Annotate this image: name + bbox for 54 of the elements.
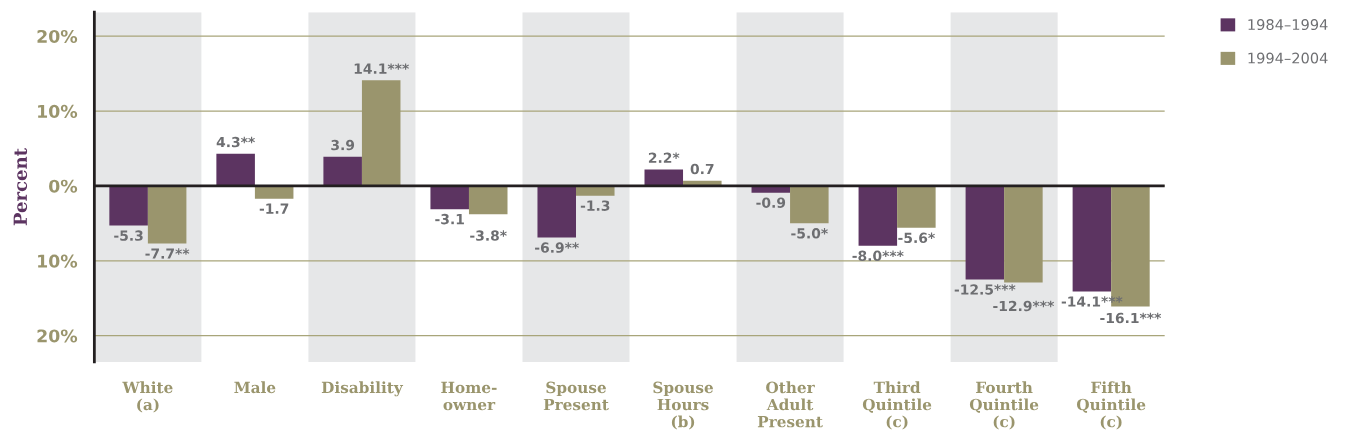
bar — [109, 185, 148, 226]
bar — [1004, 185, 1043, 283]
bar — [216, 153, 255, 186]
bar — [468, 185, 508, 215]
legend-label: 1994–2004 — [1248, 52, 1328, 64]
bar — [254, 185, 294, 199]
bar — [790, 185, 829, 224]
bar — [897, 185, 936, 228]
data-label: -8.0*** — [852, 250, 904, 262]
data-label: 0.7 — [690, 163, 714, 175]
bar — [430, 185, 469, 210]
data-label: -0.9 — [756, 197, 786, 208]
y-axis-title: Percent — [13, 148, 28, 226]
bar — [323, 156, 362, 186]
x-tick-label: Disability — [321, 381, 404, 397]
y-tick-label: 10% — [38, 104, 78, 118]
data-label: -7.7** — [145, 248, 190, 259]
x-tick-label: Male — [234, 381, 276, 394]
data-label: -12.9*** — [993, 300, 1055, 312]
data-label: -3.8* — [470, 230, 507, 241]
data-label: -5.0* — [791, 228, 828, 239]
x-tick-label: Fifth Quintile (c) — [1076, 381, 1146, 430]
y-tick-label: 20% — [37, 29, 78, 44]
x-tick-label: Home- owner — [441, 381, 497, 411]
x-tick-label: Third Quintile (c) — [862, 381, 932, 430]
bar — [858, 185, 898, 246]
data-label: -5.6* — [898, 232, 935, 244]
legend-label: 1984–1994 — [1248, 19, 1328, 31]
x-tick-label: Other Adult Present — [757, 381, 823, 428]
data-label: 2.2* — [648, 152, 680, 163]
bar — [644, 169, 684, 186]
data-label: -1.7 — [259, 203, 289, 214]
x-tick-label: Spouse Present — [543, 381, 609, 411]
bar — [965, 185, 1005, 280]
data-label: -5.3 — [114, 230, 143, 241]
y-tick-label: 20% — [37, 329, 78, 343]
data-label: 4.3** — [216, 136, 255, 148]
y-tick-label: 0% — [49, 179, 78, 193]
bar — [361, 80, 401, 186]
data-label: -12.5*** — [954, 284, 1016, 295]
data-label: -3.1 — [435, 213, 464, 225]
data-label: -1.3 — [580, 200, 610, 211]
bar — [1072, 185, 1112, 292]
x-tick-label: Fourth Quintile (c) — [969, 381, 1039, 430]
x-tick-label: Spouse Hours (b) — [653, 381, 713, 430]
x-tick-label: White (a) — [122, 381, 173, 413]
data-label: -6.9** — [535, 242, 579, 253]
data-label: -16.1*** — [1100, 312, 1162, 324]
data-label: 14.1*** — [354, 63, 409, 74]
bar — [576, 185, 615, 196]
data-label: 3.9 — [331, 139, 355, 151]
y-tick-label: 10% — [38, 254, 78, 268]
bar — [147, 185, 187, 244]
bar — [537, 185, 576, 238]
